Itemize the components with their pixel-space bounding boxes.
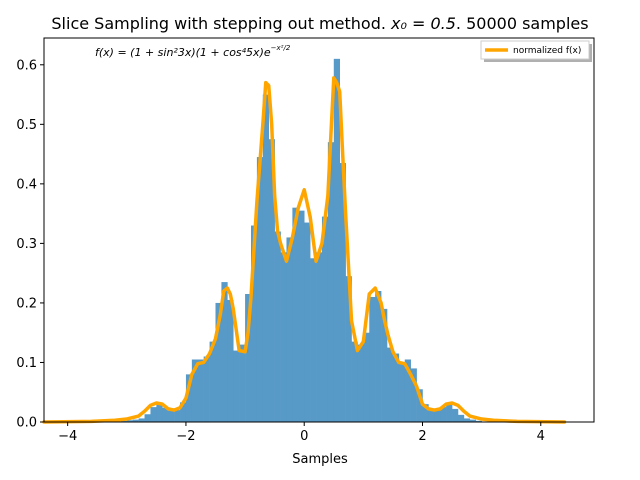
histogram-bar: [475, 420, 482, 422]
histogram-bars: [120, 58, 482, 423]
histogram-bar: [239, 344, 246, 422]
y-tick-label: 0.6: [16, 58, 37, 73]
histogram-bar: [132, 419, 139, 422]
histogram-bar: [457, 414, 465, 422]
histogram-bar: [256, 157, 264, 422]
histogram-bar: [304, 222, 311, 422]
histogram-bar: [345, 276, 352, 422]
chart-title: Slice Sampling with stepping out method.…: [51, 14, 588, 33]
histogram-bar: [381, 308, 388, 422]
histogram-bar: [191, 359, 199, 422]
chart-title-math: x₀ = 0.5: [390, 14, 456, 33]
histogram-bar: [250, 225, 258, 422]
histogram-bar: [209, 341, 216, 422]
histogram-bar: [174, 410, 181, 422]
histogram-bar: [375, 291, 382, 422]
legend-label-normalized-f: normalized f(x): [513, 46, 581, 56]
y-tick-label: 0.4: [16, 177, 37, 192]
histogram-bar: [310, 258, 317, 422]
x-axis-ticks: −4 −2 0 2 4: [58, 422, 545, 444]
histogram-bar: [416, 389, 423, 422]
histogram-bar: [233, 350, 240, 422]
histogram-bar: [363, 332, 370, 422]
histogram-bar: [404, 359, 411, 422]
histogram-bar: [428, 408, 435, 422]
histogram-bar: [126, 420, 134, 422]
histogram-bar: [469, 419, 477, 422]
normalized-f-curve: [42, 76, 567, 424]
y-tick-label: 0.2: [16, 296, 37, 311]
histogram-bar: [144, 414, 151, 422]
histogram-bar: [434, 410, 441, 422]
histogram-bar: [185, 374, 193, 422]
histogram-bar: [138, 418, 145, 422]
legend: normalized f(x): [480, 40, 592, 62]
histogram-bar: [440, 407, 447, 422]
y-tick-label: 0.5: [16, 118, 37, 133]
histogram-bar: [168, 410, 175, 422]
histogram-bar: [316, 252, 323, 422]
histogram-bar: [245, 294, 252, 422]
histogram-bar: [150, 407, 157, 422]
histogram-bar: [387, 347, 394, 422]
histogram-bar: [351, 341, 358, 422]
histogram-bar: [321, 216, 329, 422]
formula-annotation: f(x) = (1 + sin²3x)(1 + cos⁴5x)e−x²/2: [95, 44, 291, 59]
histogram-bar: [156, 404, 163, 422]
histogram-bar: [452, 408, 459, 422]
histogram-bar: [215, 302, 222, 422]
formula-exponent: −x²/2: [271, 44, 291, 52]
histogram-bar: [410, 368, 417, 422]
y-axis-ticks: 0.0 0.1 0.2 0.3 0.4 0.5 0.6: [16, 58, 44, 431]
y-tick-label: 0.3: [16, 237, 37, 252]
histogram-bar: [392, 353, 400, 422]
y-tick-label: 0.1: [16, 356, 37, 371]
histogram-bar: [197, 359, 204, 422]
x-tick-label: 2: [418, 429, 426, 444]
histogram-bar: [292, 207, 299, 422]
histogram-bar: [339, 163, 346, 422]
plot-area: [42, 58, 567, 424]
histogram-bar: [463, 418, 471, 422]
histogram-bar: [268, 139, 275, 422]
histogram-bar: [357, 344, 364, 422]
histogram-bar: [298, 210, 305, 422]
histogram-bar: [398, 362, 406, 422]
histogram-bar: [274, 231, 281, 422]
histogram-bar: [227, 299, 234, 422]
histogram-bar: [286, 237, 293, 422]
histogram-bar: [446, 404, 453, 422]
x-axis-label: Samples: [292, 452, 348, 467]
histogram-bar: [221, 282, 228, 422]
histogram-bar: [369, 296, 376, 422]
legend-box: [480, 40, 590, 60]
histogram-bar: [422, 404, 429, 422]
histogram-bar: [280, 252, 287, 422]
y-tick-label: 0.0: [16, 416, 37, 431]
histogram-bar: [203, 356, 210, 422]
histogram-bar: [327, 142, 335, 422]
histogram-bar: [333, 58, 340, 423]
x-tick-label: −4: [58, 429, 77, 444]
x-tick-label: −2: [176, 429, 195, 444]
x-tick-label: 4: [537, 429, 545, 444]
histogram-bar: [120, 420, 128, 422]
histogram-bar: [180, 402, 187, 422]
axes-frame: [43, 37, 595, 423]
histogram-bar: [262, 94, 270, 422]
histogram-bar: [162, 407, 169, 422]
x-tick-label: 0: [300, 429, 308, 444]
